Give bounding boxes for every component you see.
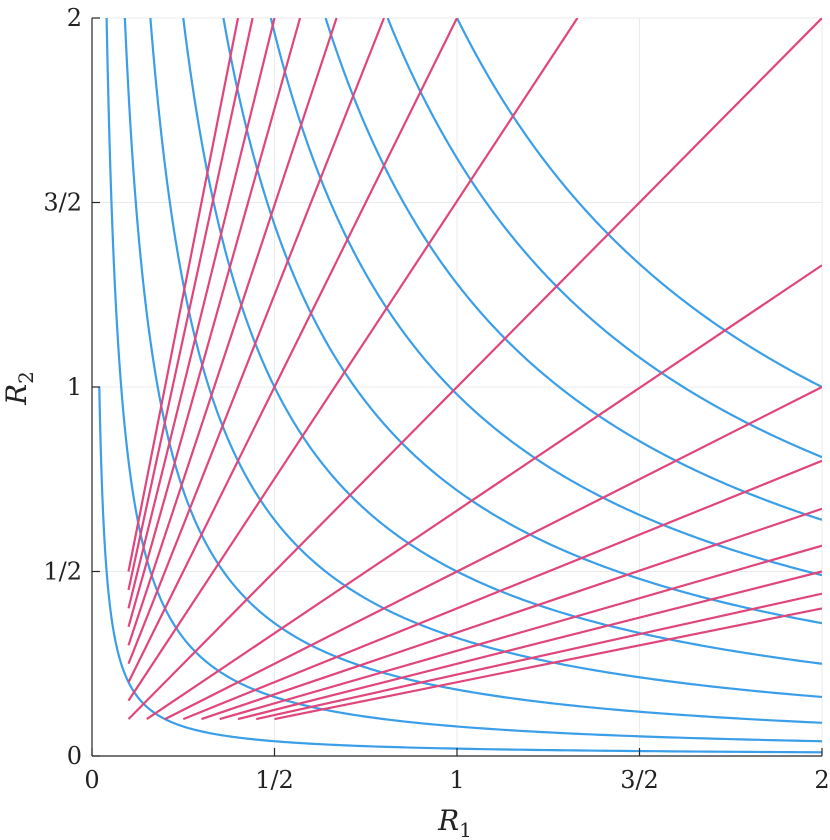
- ray-series-14: [237, 570, 822, 721]
- ray-series-12: [201, 507, 822, 721]
- ray-series-6: [127, 18, 458, 683]
- y-tick-label-0: 0: [67, 742, 82, 770]
- x-tick-label-3: 3/2: [620, 766, 659, 794]
- ray-series-7: [127, 18, 579, 702]
- x-tick-label-2: 1: [449, 766, 464, 794]
- x-axis-label: R1: [437, 804, 472, 840]
- ray-series-11: [182, 459, 822, 721]
- ray-series-9: [146, 264, 822, 721]
- ray-series-16: [274, 607, 822, 721]
- axes-layer: [91, 17, 823, 757]
- ray-series-0: [127, 18, 240, 572]
- y-axis-label: R2: [0, 371, 38, 406]
- ray-series-8: [127, 18, 822, 720]
- x-tick-labels: 0 1/2 1 3/2 2: [84, 766, 829, 794]
- y-tick-label-4: 2: [67, 4, 82, 32]
- y-tick-label-3: 3/2: [43, 189, 82, 217]
- ray-series-15: [256, 592, 822, 721]
- ray-series-4: [127, 18, 338, 646]
- x-tick-label-0: 0: [84, 766, 99, 794]
- y-tick-labels: 0 1/2 1 3/2 2: [43, 4, 82, 770]
- y-tick-label-2: 1: [67, 373, 82, 401]
- ray-series-13: [219, 544, 822, 721]
- ray-series-2: [127, 18, 276, 609]
- y-tick-label-1: 1/2: [43, 558, 82, 586]
- ray-series-1: [127, 18, 254, 591]
- ray-series-10: [164, 386, 822, 721]
- x-tick-label-4: 2: [814, 766, 829, 794]
- ray-series-5: [127, 18, 386, 665]
- x-tick-label-1: 1/2: [255, 766, 294, 794]
- ray-series-layer: [127, 18, 822, 721]
- ray-series-3: [127, 18, 302, 628]
